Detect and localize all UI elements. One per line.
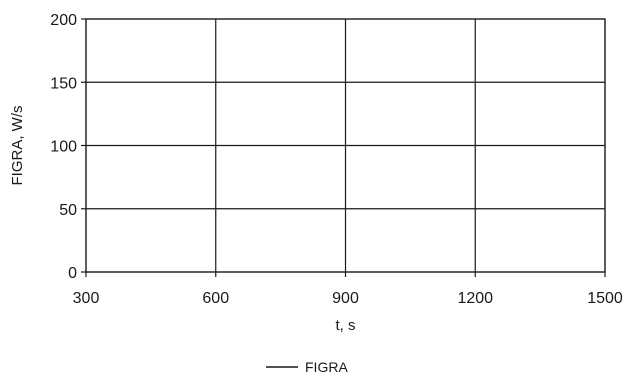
x-tick-label: 900 (332, 290, 359, 307)
y-axis-label: FIGRA, W/s (9, 106, 26, 186)
x-tick-label: 1500 (587, 290, 623, 307)
y-axis-ticks: 0 50 100 150 200 (50, 12, 86, 282)
y-tick-label: 100 (50, 139, 77, 156)
y-tick-label: 50 (59, 202, 77, 219)
y-tick-label: 200 (50, 12, 77, 29)
x-tick-label: 300 (73, 290, 100, 307)
x-tick-label: 1200 (457, 290, 493, 307)
legend: FIGRA (266, 359, 348, 375)
y-tick-label: 0 (68, 265, 77, 282)
x-axis-label: t, s (335, 317, 355, 334)
legend-label: FIGRA (305, 359, 348, 375)
x-axis-ticks: 300 600 900 1200 1500 (73, 272, 623, 307)
x-tick-label: 600 (202, 290, 229, 307)
y-tick-label: 150 (50, 75, 77, 92)
grid-lines (86, 19, 605, 272)
